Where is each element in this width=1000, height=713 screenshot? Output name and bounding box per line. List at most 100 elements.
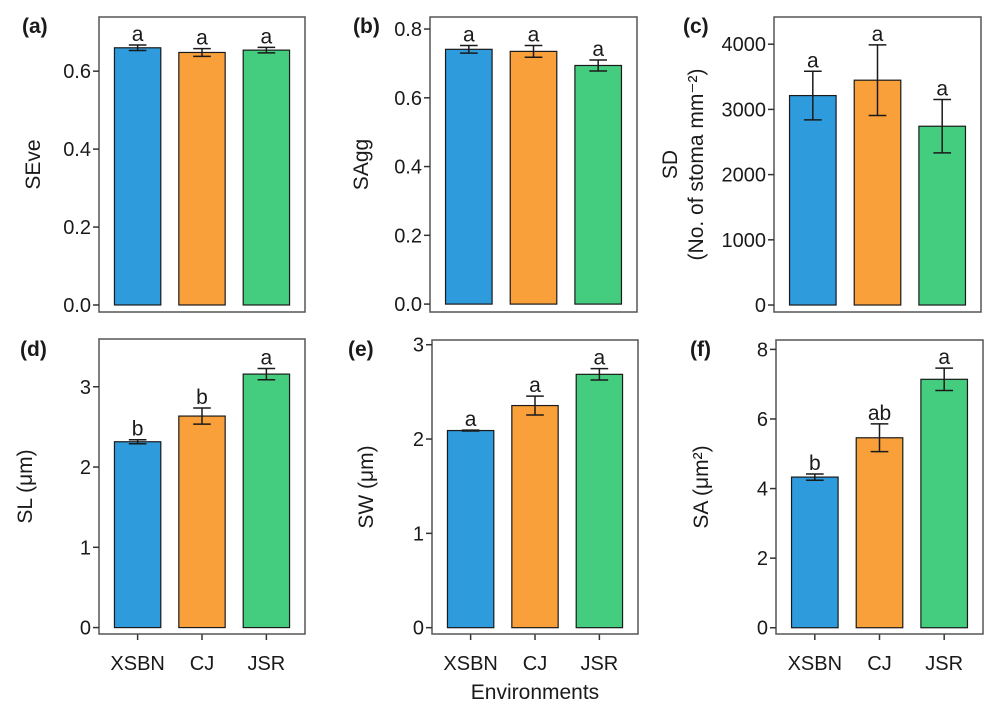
y-tick-label: 2000 bbox=[722, 165, 767, 187]
panel-c: a a a 0 1000 2000 3000 4000 SD (No. of stoma mm⁻²… bbox=[659, 15, 982, 317]
significance-letter: a bbox=[592, 38, 604, 61]
y-tick-label: 0.2 bbox=[394, 225, 422, 247]
significance-letter: a bbox=[463, 24, 475, 47]
x-tick-label: JSR bbox=[580, 653, 618, 675]
error-bar-jsr bbox=[935, 367, 954, 392]
error-bar-xsbn bbox=[459, 44, 478, 54]
x-tick-label: CJ bbox=[867, 653, 891, 675]
error-bar-xsbn bbox=[128, 438, 147, 445]
x-tick-label: JSR bbox=[925, 653, 963, 675]
bar-cj bbox=[509, 50, 558, 305]
y-axis-title-line2: (No. of stoma mm⁻²) bbox=[685, 69, 708, 261]
error-bar-jsr bbox=[933, 98, 952, 154]
y-tick-label: 0.6 bbox=[63, 61, 91, 83]
significance-letter: a bbox=[261, 25, 273, 48]
y-tick-label: 2 bbox=[80, 457, 91, 479]
y-tick-label: 0.0 bbox=[394, 294, 422, 316]
x-tick-label: JSR bbox=[247, 653, 285, 675]
bar-cj bbox=[178, 415, 226, 629]
y-tick-label: 4 bbox=[757, 479, 768, 501]
panel-e: a XSBN a CJ a JSR 0 1 2 3 SW (μm) (e) bbox=[348, 335, 639, 675]
bar-xsbn bbox=[113, 441, 162, 629]
y-tick-label: 1 bbox=[80, 537, 91, 559]
panel-label: (d) bbox=[20, 338, 47, 361]
y-tick-label: 0.2 bbox=[63, 217, 91, 239]
plot-frame bbox=[773, 16, 982, 313]
significance-letter: a bbox=[465, 408, 477, 431]
x-tick-label: CJ bbox=[190, 653, 214, 675]
significance-letter: a bbox=[132, 23, 144, 46]
x-axis-title: Environments bbox=[471, 681, 599, 704]
error-bar-cj bbox=[193, 47, 211, 58]
significance-letter: a bbox=[807, 49, 819, 72]
error-bar-jsr bbox=[257, 367, 276, 381]
x-tick-label: XSBN bbox=[788, 653, 842, 675]
panel-label: (f) bbox=[690, 338, 711, 361]
y-tick-label: 0.4 bbox=[394, 157, 422, 179]
plot-frame bbox=[429, 16, 638, 313]
panel-d: b XSBN b CJ a JSR 0 1 2 3 SL (μm) (d) bbox=[14, 338, 306, 675]
error-bar-cj bbox=[868, 44, 887, 117]
y-axis-title: SL (μm) bbox=[14, 449, 37, 523]
significance-letter: a bbox=[872, 23, 884, 46]
y-tick-label: 0 bbox=[413, 618, 424, 640]
plot-frame bbox=[98, 16, 306, 313]
significance-letter: a bbox=[938, 346, 950, 369]
plot-frame bbox=[775, 339, 984, 635]
y-tick-label: 4000 bbox=[722, 34, 767, 56]
bar-cj bbox=[855, 437, 904, 629]
panel-label: (b) bbox=[353, 15, 380, 38]
y-tick-label: 0 bbox=[755, 295, 766, 317]
bar-jsr bbox=[242, 373, 291, 629]
error-bar-xsbn bbox=[805, 473, 824, 481]
error-bar-jsr bbox=[590, 367, 609, 381]
error-bar-jsr bbox=[589, 59, 608, 72]
x-tick-label: XSBN bbox=[443, 653, 497, 675]
error-bar-cj bbox=[870, 423, 889, 453]
significance-letter: a bbox=[529, 374, 541, 397]
y-axis-title: SAgg bbox=[350, 139, 373, 190]
significance-letter: a bbox=[528, 24, 540, 47]
y-axis-title: SEve bbox=[22, 139, 45, 189]
significance-letter: a bbox=[261, 346, 273, 369]
y-tick-label: 0 bbox=[757, 618, 768, 640]
bar-jsr bbox=[574, 64, 623, 305]
significance-letter: a bbox=[594, 347, 606, 370]
y-tick-label: 0.4 bbox=[63, 139, 91, 161]
significance-letter: ab bbox=[868, 402, 891, 425]
error-bar-cj bbox=[193, 407, 211, 425]
y-tick-label: 2 bbox=[757, 548, 768, 570]
panel-b: a a a 0.0 0.2 0.4 0.6 0.8 SAgg (b) bbox=[350, 15, 638, 316]
panel-label: (a) bbox=[22, 15, 48, 38]
panel-label: (e) bbox=[348, 338, 374, 361]
y-axis-title: SA (μm²) bbox=[690, 445, 713, 528]
y-tick-label: 1 bbox=[413, 523, 424, 545]
significance-letter: a bbox=[936, 78, 948, 101]
bar-jsr bbox=[918, 125, 967, 306]
bar-jsr bbox=[920, 378, 969, 629]
x-tick-label: CJ bbox=[523, 653, 547, 675]
bar-xsbn bbox=[444, 48, 493, 305]
significance-letter: b bbox=[196, 386, 208, 409]
plot-frame bbox=[431, 339, 639, 635]
bar-xsbn bbox=[113, 47, 162, 306]
y-tick-label: 3 bbox=[413, 335, 424, 357]
error-bar-cj bbox=[524, 44, 543, 58]
y-tick-label: 8 bbox=[757, 339, 768, 361]
bar-jsr bbox=[242, 49, 291, 306]
y-tick-label: 3000 bbox=[722, 99, 767, 121]
bar-xsbn bbox=[790, 476, 839, 629]
error-bar-xsbn bbox=[461, 429, 480, 432]
plot-frame bbox=[98, 338, 306, 635]
error-bar-cj bbox=[526, 395, 544, 416]
y-tick-label: 0.6 bbox=[394, 88, 422, 110]
bar-xsbn bbox=[446, 429, 495, 629]
y-tick-label: 3 bbox=[80, 377, 91, 399]
bar-xsbn bbox=[788, 94, 837, 306]
bar-cj bbox=[178, 51, 226, 306]
bar-cj bbox=[511, 404, 559, 629]
x-tick-label: XSBN bbox=[110, 653, 164, 675]
significance-letter: b bbox=[809, 452, 821, 475]
error-bar-jsr bbox=[257, 46, 276, 54]
